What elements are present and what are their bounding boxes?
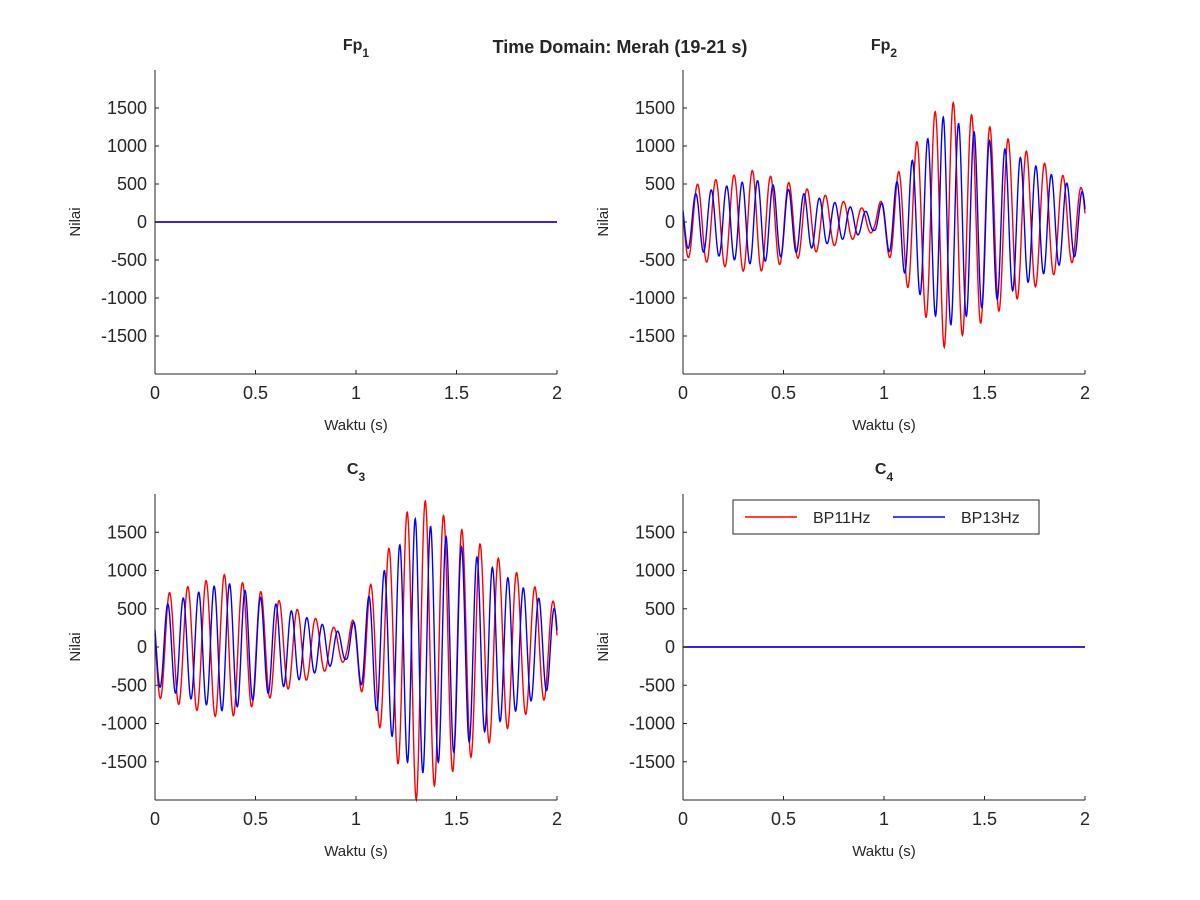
y-tick-label: 1500 <box>635 522 675 542</box>
y-tick-label: 1000 <box>635 561 675 581</box>
y-tick-label: 500 <box>645 174 675 194</box>
x-tick-label: 1.5 <box>444 383 469 403</box>
y-tick-label: -1500 <box>101 752 147 772</box>
y-tick-label: 1000 <box>107 136 147 156</box>
y-tick-label: 0 <box>137 212 147 232</box>
y-tick-label: -1500 <box>101 326 147 346</box>
x-tick-label: 1.5 <box>444 809 469 829</box>
y-tick-label: 500 <box>645 599 675 619</box>
y-tick-label: 1000 <box>635 136 675 156</box>
x-tick-label: 0.5 <box>243 383 268 403</box>
legend-label-bp11hz: BP11Hz <box>813 510 871 527</box>
y-tick-label: 1500 <box>107 98 147 118</box>
y-tick-label: 0 <box>665 637 675 657</box>
y-tick-label: -1000 <box>101 288 147 308</box>
y-tick-label: 0 <box>137 637 147 657</box>
x-tick-label: 2 <box>1080 809 1090 829</box>
subplot-fp1: 0 0.5 1 1.5 2 1500 1000 500 0 -500 -1000 -1500 Waktu… <box>67 37 562 434</box>
y-tick-label: 500 <box>117 599 147 619</box>
y-tick-label: -1000 <box>629 288 675 308</box>
x-tick-label: 2 <box>552 383 562 403</box>
y-axis-label: Nilai <box>67 207 84 236</box>
x-tick-label: 0 <box>150 383 160 403</box>
x-tick-label: 0 <box>678 809 688 829</box>
x-tick-label: 0 <box>150 809 160 829</box>
x-tick-label: 1 <box>879 809 889 829</box>
x-tick-label: 1 <box>351 809 361 829</box>
series-line-bp13hz <box>682 115 1086 326</box>
subplot-c3: 0 0.5 1 1.5 2 1500 1000 500 0 -500 -1000 -1500 Waktu… <box>67 461 562 860</box>
x-axis-label: Waktu (s) <box>852 843 916 860</box>
x-tick-label: 1 <box>879 383 889 403</box>
legend: BP11Hz BP13Hz <box>732 499 1040 535</box>
figure-title: Time Domain: Merah (19-21 s) <box>493 37 748 57</box>
y-tick-label: 1500 <box>635 98 675 118</box>
x-tick-label: 1 <box>351 383 361 403</box>
series-line-bp13hz <box>154 516 558 774</box>
y-tick-label: -1000 <box>629 714 675 734</box>
y-tick-label: 1000 <box>107 561 147 581</box>
y-tick-label: -1500 <box>629 752 675 772</box>
y-tick-label: -500 <box>111 250 147 270</box>
x-axis-label: Waktu (s) <box>324 843 388 860</box>
y-tick-label: -500 <box>639 250 675 270</box>
y-tick-label: 0 <box>665 212 675 232</box>
y-axis-label: Nilai <box>595 207 612 236</box>
x-tick-label: 0 <box>678 383 688 403</box>
x-tick-label: 0.5 <box>771 383 796 403</box>
subplot-title: Fp2 <box>871 37 898 60</box>
x-tick-label: 1.5 <box>972 383 997 403</box>
y-axis-label: Nilai <box>67 632 84 661</box>
x-tick-label: 2 <box>1080 383 1090 403</box>
subplot-c4: 0 0.5 1 1.5 2 1500 1000 500 0 -500 -1000 -1500 Waktu… <box>595 461 1090 860</box>
subplot-title: Fp1 <box>343 37 370 60</box>
y-axis-label: Nilai <box>595 632 612 661</box>
y-tick-label: -500 <box>111 675 147 695</box>
y-tick-label: -1000 <box>101 714 147 734</box>
y-tick-label: 1500 <box>107 522 147 542</box>
x-axis-label: Waktu (s) <box>852 417 916 434</box>
y-tick-label: 500 <box>117 174 147 194</box>
x-tick-label: 2 <box>552 809 562 829</box>
subplot-title: C4 <box>875 461 894 484</box>
x-tick-label: 0.5 <box>771 809 796 829</box>
subplot-fp2: 0 0.5 1 1.5 2 1500 1000 500 0 -500 -1000 -1500 Waktu… <box>595 37 1090 434</box>
x-tick-label: 1.5 <box>972 809 997 829</box>
x-tick-label: 0.5 <box>243 809 268 829</box>
y-tick-label: -1500 <box>629 326 675 346</box>
legend-label-bp13hz: BP13Hz <box>961 510 1020 527</box>
x-axis-label: Waktu (s) <box>324 417 388 434</box>
subplot-title: C3 <box>347 461 366 484</box>
y-tick-label: -500 <box>639 675 675 695</box>
